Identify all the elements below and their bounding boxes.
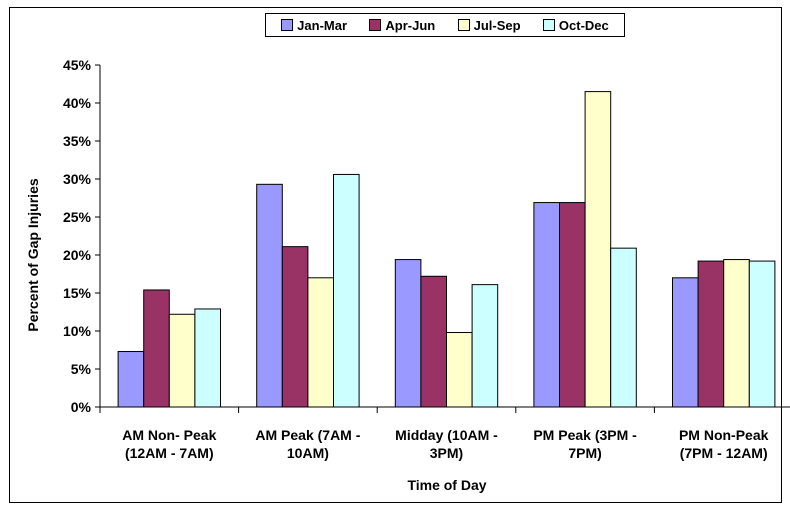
chart-legend: Jan-Mar Apr-Jun Jul-Sep Oct-Dec xyxy=(265,13,625,37)
bar-jan-mar-0 xyxy=(117,351,145,408)
legend-item-oct-dec: Oct-Dec xyxy=(542,17,609,33)
legend-item-jan-mar: Jan-Mar xyxy=(281,18,347,33)
bar-jan-mar-2 xyxy=(394,259,422,408)
legend-label-jan-mar: Jan-Mar xyxy=(297,17,348,33)
bar-apr-jun-2 xyxy=(420,275,447,408)
x-tick-label: AM Peak (7AM - xyxy=(255,427,360,443)
x-tick-label: PM Non-Peak xyxy=(679,427,769,443)
y-tick-label: 40% xyxy=(63,95,92,111)
y-tick-label: 35% xyxy=(63,133,92,149)
x-tick-label: 7PM) xyxy=(568,445,601,461)
y-axis-title: Percent of Gap Injuries xyxy=(25,178,41,331)
legend-label-jul-sep: Jul-Sep xyxy=(473,17,521,33)
y-tick-label: 0% xyxy=(71,399,92,415)
y-tick-label: 25% xyxy=(63,209,92,225)
x-tick-label: Midday (10AM - xyxy=(395,427,498,443)
bar-apr-jun-1 xyxy=(281,246,309,408)
x-tick-label: PM Peak (3PM - xyxy=(533,427,637,443)
bar-apr-jun-4 xyxy=(697,260,725,408)
bar-oct-dec-4 xyxy=(748,260,776,408)
x-tick-label: 3PM) xyxy=(430,445,463,461)
y-tick-label: 20% xyxy=(63,247,92,263)
x-axis-title: Time of Day xyxy=(407,477,486,493)
x-tick-label: AM Non- Peak xyxy=(122,427,216,443)
axes-group: 0% 5% 10% 15% 20% 25% 30% 35% 40% 45% AM Non- Peak… xyxy=(63,57,790,461)
bar-oct-dec-2 xyxy=(471,284,499,408)
legend-swatch-jul-sep xyxy=(457,19,470,31)
bar-jul-sep-4 xyxy=(723,259,750,408)
bar-oct-dec-0 xyxy=(194,308,221,408)
bars-group xyxy=(117,91,776,408)
legend-label-oct-dec: Oct-Dec xyxy=(558,17,609,33)
bar-jul-sep-0 xyxy=(168,313,196,408)
y-tick-label: 10% xyxy=(63,323,92,339)
bar-jan-mar-4 xyxy=(672,277,699,408)
legend-swatch-jan-mar xyxy=(281,19,294,31)
chart-frame xyxy=(9,7,782,503)
y-tick-label: 5% xyxy=(71,361,92,377)
bar-oct-dec-1 xyxy=(333,173,360,408)
x-tick-label: (12AM - 7AM) xyxy=(125,445,214,461)
bar-oct-dec-3 xyxy=(610,247,637,408)
y-tick-label: 15% xyxy=(63,285,92,301)
bar-jan-mar-3 xyxy=(533,202,561,408)
bar-jul-sep-3 xyxy=(584,91,612,408)
bar-apr-jun-3 xyxy=(559,202,586,408)
y-tick-label: 30% xyxy=(63,171,92,187)
legend-swatch-oct-dec xyxy=(542,19,555,31)
legend-item-apr-jun: Apr-Jun xyxy=(369,18,435,33)
bar-apr-jun-0 xyxy=(143,289,170,408)
x-tick-label: 10AM) xyxy=(287,445,329,461)
y-tick-label: 45% xyxy=(63,57,92,73)
bar-jan-mar-1 xyxy=(256,183,283,408)
legend-swatch-apr-jun xyxy=(369,19,382,31)
bar-jul-sep-2 xyxy=(446,332,473,408)
legend-label-apr-jun: Apr-Jun xyxy=(385,17,436,33)
x-tick-label: (7PM - 12AM) xyxy=(680,445,768,461)
legend-item-jul-sep: Jul-Sep xyxy=(457,17,521,33)
bar-jul-sep-1 xyxy=(307,277,334,408)
